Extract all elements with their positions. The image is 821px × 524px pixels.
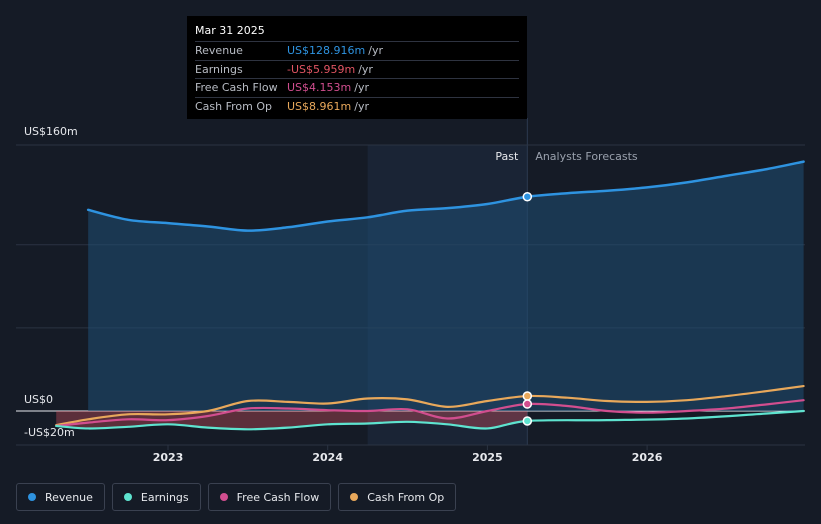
tooltip-unit: /yr: [368, 44, 383, 57]
tooltip-label: Earnings: [195, 62, 243, 76]
free-cash-flow-marker: [522, 399, 533, 409]
tooltip-row-cash-from-op: Cash From Op US$8.961m /yr: [195, 96, 519, 116]
legend-item-cash-from-op[interactable]: Cash From Op: [338, 483, 457, 511]
legend-item-revenue[interactable]: Revenue: [16, 483, 105, 511]
tooltip-value: US$8.961m: [287, 99, 352, 113]
earnings-line: [55, 409, 805, 431]
tooltip-label: Revenue: [195, 44, 243, 57]
legend-label: Free Cash Flow: [236, 490, 320, 504]
legend-dot-icon: [219, 493, 228, 501]
legend-dot-icon: [350, 493, 359, 501]
legend-dot-icon: [28, 493, 36, 501]
chart-markers: [522, 191, 533, 426]
chart-lines: [55, 160, 805, 431]
y-tick-label: -US$20m: [24, 426, 75, 439]
tooltip-value: -US$5.959m: [287, 62, 356, 76]
chart-legend: Revenue Earnings Free Cash Flow Cash Fro…: [16, 483, 457, 511]
y-tick-label: US$160m: [24, 125, 78, 138]
legend-item-free-cash-flow[interactable]: Free Cash Flow: [207, 483, 332, 511]
tooltip-label: Free Cash Flow: [195, 81, 278, 94]
earnings-negative-area: [56, 411, 528, 430]
x-tick-label: 2025: [472, 451, 503, 464]
chart-labels: US$160m US$0 -US$20m 2023 2024 2025 2026 Past An…: [24, 125, 663, 464]
revenue-area: [88, 161, 804, 411]
revenue-line: [86, 160, 805, 232]
earnings-marker: [522, 416, 533, 426]
free-cash-flow-line: [55, 399, 805, 428]
cash-from-op-line: [55, 384, 805, 427]
legend-label: Cash From Op: [367, 490, 445, 504]
tooltip-unit: /yr: [354, 81, 369, 94]
data-tooltip: Mar 31 2025 Revenue US$128.916m /yr Earn…: [187, 16, 527, 119]
x-tick-label: 2024: [312, 451, 343, 464]
cash-from-op-marker: [522, 391, 533, 401]
x-tick-label: 2026: [632, 451, 663, 464]
forecast-label: Analysts Forecasts: [535, 150, 638, 163]
tooltip-value: US$4.153m: [287, 81, 352, 94]
past-label: Past: [495, 150, 519, 163]
tooltip-unit: /yr: [358, 62, 373, 76]
tooltip-value: US$128.916m: [287, 44, 366, 57]
tooltip-unit: /yr: [354, 99, 369, 113]
tooltip-row-revenue: Revenue US$128.916m /yr: [195, 41, 519, 60]
legend-label: Earnings: [140, 490, 189, 504]
tooltip-row-earnings: Earnings -US$5.959m /yr: [195, 59, 519, 79]
tooltip-row-free-cash-flow: Free Cash Flow US$4.153m /yr: [195, 78, 519, 97]
tooltip-date: Mar 31 2025: [195, 24, 265, 37]
legend-item-earnings[interactable]: Earnings: [111, 483, 201, 511]
tooltip-label: Cash From Op: [195, 99, 273, 113]
legend-dot-icon: [123, 493, 132, 501]
legend-label: Revenue: [45, 490, 93, 504]
revenue-marker: [522, 191, 533, 202]
x-tick-label: 2023: [153, 451, 184, 464]
chart-areas: [56, 161, 804, 430]
y-tick-label: US$0: [24, 393, 53, 406]
